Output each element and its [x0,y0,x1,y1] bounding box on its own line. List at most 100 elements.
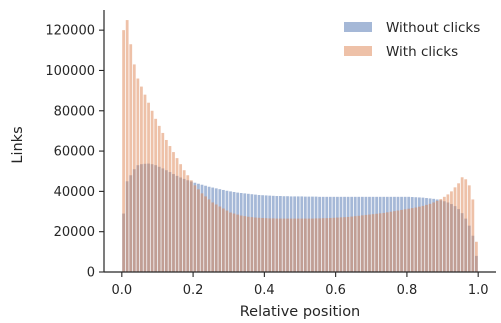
y-tick-label: 20000 [54,225,95,240]
bar [318,218,321,272]
bar [207,199,211,272]
y-tick-label: 60000 [54,145,95,160]
bar [346,216,350,272]
bar [325,218,329,272]
bar [446,194,450,272]
bar [182,170,186,272]
bar [417,206,421,272]
y-axis-label: Links [10,126,26,163]
y-tick-label: 120000 [45,24,95,39]
bar [453,187,457,272]
bar [343,217,346,272]
bar [147,102,150,273]
bar [435,200,439,272]
y-tick-label: 100000 [45,64,95,79]
series-1 [122,20,478,273]
bar [279,218,282,272]
bar [250,217,254,272]
bar [328,217,332,272]
bar [275,218,279,272]
bar [314,218,318,272]
x-tick-label: 0.8 [397,283,418,298]
bar [442,196,446,272]
x-axis-label: Relative position [240,304,361,320]
bar [336,217,339,272]
bar [421,205,425,272]
bar [339,217,343,272]
bar [407,208,411,272]
bar [307,218,311,272]
y-tick-label: 40000 [54,185,95,200]
bar [268,218,272,272]
x-tick-label: 0.4 [254,283,275,298]
bar [457,183,460,272]
bar [393,211,396,272]
bar [161,132,165,272]
axes-layer [103,10,496,273]
bar [289,218,293,272]
bar [332,217,336,272]
bar [321,218,325,272]
bar [125,20,129,272]
bar [239,215,243,272]
bar [232,213,236,272]
bar [175,158,179,272]
bar [350,216,354,272]
bar [136,78,140,273]
x-tick-label: 0.6 [325,283,346,298]
bar [378,213,382,272]
x-tick-label: 0.0 [111,283,132,298]
bar [157,125,161,272]
bar [286,218,289,272]
legend-swatch-without-clicks [344,22,372,32]
legend: Without clicks With clicks [344,20,480,60]
bar [293,218,297,272]
bar [303,218,307,272]
bar [300,218,304,272]
bar [154,118,158,272]
legend-label-with-clicks: With clicks [386,44,458,60]
bar [428,203,432,272]
bar [311,218,314,272]
y-ticks: 0 20000 40000 60000 80000 100000 120000 [45,24,104,281]
bar [164,139,168,272]
bar [475,241,478,272]
bar [264,218,268,272]
bar [221,208,225,272]
bar [186,175,190,272]
bar [375,213,379,272]
bar [400,209,403,272]
bar [132,64,136,272]
y-tick-label: 0 [87,266,95,281]
bar [197,189,200,272]
bar [211,202,215,272]
bar [403,209,407,272]
x-ticks: 0.0 0.2 0.4 0.6 0.8 1.0 [111,272,489,298]
bar [214,204,218,272]
bar [360,215,364,272]
bar [168,146,172,272]
bar [204,196,207,272]
bar [140,86,143,272]
bar [357,215,361,272]
bar [389,211,393,272]
bar [353,216,357,272]
bar [414,207,418,272]
bar [243,216,247,272]
bar [410,208,414,272]
y-tick-label: 80000 [54,104,95,119]
bar [396,210,400,272]
bar [450,191,453,272]
bar [439,199,443,272]
bar [172,152,175,272]
bar [368,214,371,272]
bar [471,199,475,272]
bar [229,212,232,272]
bar [257,217,261,272]
bar [467,185,471,272]
bar [371,214,375,272]
bar [364,214,368,272]
bar [193,185,197,272]
bar [425,204,428,272]
bar [189,180,193,272]
